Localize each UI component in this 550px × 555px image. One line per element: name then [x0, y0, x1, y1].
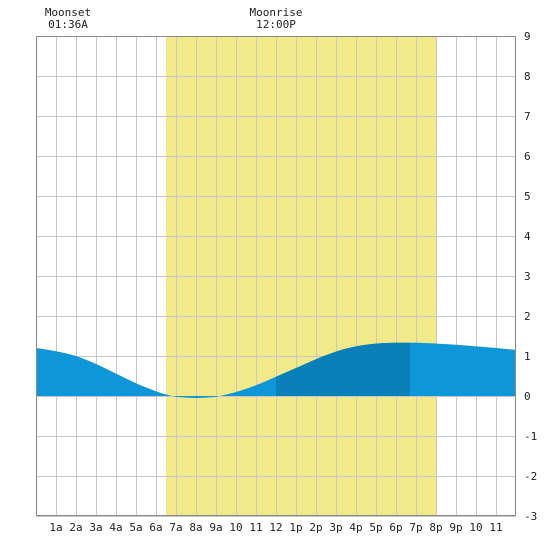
x-tick-label: 11 — [489, 521, 502, 534]
x-tick-label: 1a — [49, 521, 62, 534]
y-tick-label: 5 — [524, 190, 531, 203]
grid-lines — [36, 36, 516, 517]
x-tick-label: 2p — [309, 521, 322, 534]
moon-event-time: 12:00P — [256, 18, 296, 31]
plot-border — [36, 36, 516, 516]
x-tick-label: 5p — [369, 521, 382, 534]
x-tick-label: 7p — [409, 521, 422, 534]
y-tick-label: 7 — [524, 110, 531, 123]
moon-event-label: Moonrise — [250, 6, 303, 19]
moon-event-label: Moonset — [45, 6, 91, 19]
x-tick-label: 6p — [389, 521, 402, 534]
x-tick-label: 9p — [449, 521, 462, 534]
y-tick-label: 0 — [524, 390, 531, 403]
y-tick-label: 8 — [524, 70, 531, 83]
x-tick-label: 8p — [429, 521, 442, 534]
x-tick-label: 7a — [169, 521, 182, 534]
x-tick-label: 3p — [329, 521, 342, 534]
x-tick-label: 4p — [349, 521, 362, 534]
y-tick-label: 6 — [524, 150, 531, 163]
x-tick-label: 2a — [69, 521, 82, 534]
x-tick-label: 10 — [469, 521, 482, 534]
y-tick-label: 2 — [524, 310, 531, 323]
moon-event-time: 01:36A — [48, 18, 88, 31]
x-tick-label: 1p — [289, 521, 302, 534]
x-tick-label: 6a — [149, 521, 162, 534]
x-tick-label: 10 — [229, 521, 242, 534]
y-tick-label: -1 — [524, 430, 537, 443]
y-tick-label: -3 — [524, 510, 537, 523]
x-tick-label: 9a — [209, 521, 222, 534]
y-tick-label: 3 — [524, 270, 531, 283]
tide-area-highlight — [276, 342, 410, 396]
y-tick-label: -2 — [524, 470, 537, 483]
x-tick-label: 8a — [189, 521, 202, 534]
y-tick-label: 4 — [524, 230, 531, 243]
y-tick-label: 1 — [524, 350, 531, 363]
x-tick-label: 5a — [129, 521, 142, 534]
x-tick-label: 11 — [249, 521, 262, 534]
y-tick-label: 9 — [524, 30, 531, 43]
x-tick-label: 12 — [269, 521, 282, 534]
x-tick-label: 3a — [89, 521, 102, 534]
x-tick-label: 4a — [109, 521, 122, 534]
